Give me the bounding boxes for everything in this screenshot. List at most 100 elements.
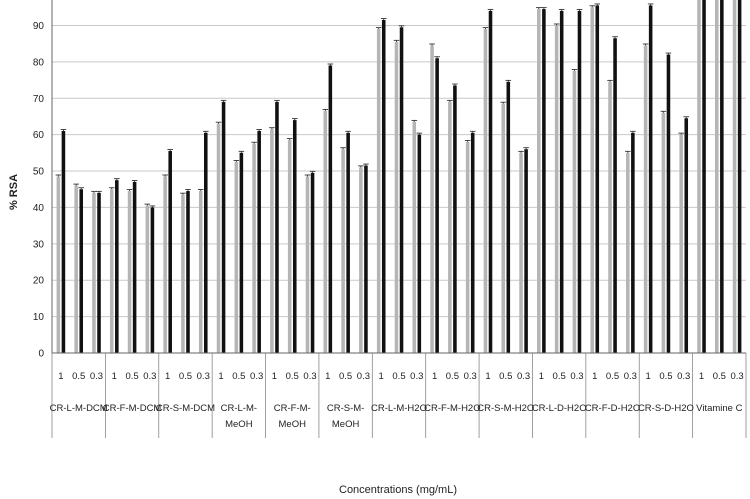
bar: [186, 191, 190, 353]
bar: [359, 167, 363, 353]
x-tick-label: 1: [379, 371, 384, 382]
bar: [519, 152, 523, 353]
y-tick-label: 40: [33, 203, 45, 214]
bar: [257, 131, 261, 353]
bar: [328, 65, 333, 353]
bar: [198, 191, 203, 353]
category-label: MeOH: [225, 419, 253, 430]
x-tick-label: 1: [592, 371, 597, 382]
x-tick-label: 1: [218, 371, 223, 382]
bar: [684, 118, 689, 353]
x-tick-label: 0.3: [677, 371, 690, 382]
bar: [252, 143, 256, 353]
bar: [453, 85, 457, 353]
category-label: CR-L-M-DCM: [50, 403, 108, 414]
bar: [145, 205, 150, 353]
bar: [127, 191, 132, 353]
bar: [56, 176, 61, 353]
x-tick-label: 0.3: [143, 371, 156, 382]
bar: [631, 132, 635, 353]
x-tick-label: 0.3: [624, 371, 637, 382]
bar: [697, 0, 701, 353]
y-tick-label: 20: [33, 276, 45, 287]
bar: [435, 58, 439, 353]
category-label: CR-S-M-H2O: [477, 403, 534, 414]
bar: [595, 5, 600, 353]
x-tick-label: 0.5: [499, 371, 512, 382]
x-tick-label: 0.3: [250, 371, 263, 382]
bar: [412, 121, 417, 353]
bar: [626, 152, 630, 353]
y-tick-label: 80: [33, 57, 45, 68]
bar: [97, 192, 101, 353]
category-label: MeOH: [279, 419, 307, 430]
category-label: CR-S-M-DCM: [156, 403, 215, 414]
bar: [537, 9, 541, 354]
bar: [150, 207, 155, 353]
bar: [275, 101, 279, 353]
category-label: CR-L-D-H2O: [532, 403, 587, 414]
bar: [590, 7, 594, 353]
x-tick-label: 0.5: [392, 371, 405, 382]
bar: [448, 101, 452, 353]
x-tick-label: 0.3: [357, 371, 370, 382]
x-tick-label: 1: [165, 371, 170, 382]
bar: [168, 151, 172, 353]
bar: [132, 181, 137, 353]
bar: [115, 180, 119, 353]
x-tick-label: 1: [699, 371, 704, 382]
bar: [666, 54, 671, 354]
bar: [74, 185, 78, 353]
x-tick-label: 0.5: [72, 371, 85, 382]
bar: [643, 45, 648, 354]
category-label: CR-S-D-H2O: [638, 403, 694, 414]
x-tick-label: 0.3: [410, 371, 423, 382]
bar: [341, 149, 345, 353]
bar: [554, 25, 559, 354]
x-tick-label: 1: [112, 371, 117, 382]
bar: [163, 176, 167, 353]
bars-layer: [55, 0, 742, 354]
x-tick-label: 0.5: [125, 371, 138, 382]
bar: [572, 70, 577, 353]
x-tick-label: 0.5: [553, 371, 566, 382]
category-label: CR-L-M-: [221, 403, 257, 414]
bar: [79, 189, 84, 353]
bar: [109, 189, 114, 353]
category-label: CR-F-M-H2O: [424, 403, 480, 414]
bar: [417, 134, 422, 353]
bar: [287, 140, 292, 353]
x-tick-label: 1: [645, 371, 650, 382]
bar: [381, 20, 386, 353]
bar: [221, 101, 226, 353]
bar: [577, 10, 582, 354]
bar: [483, 29, 488, 353]
bar: [506, 81, 511, 354]
bar: [399, 27, 404, 353]
x-tick-label: 0.3: [570, 371, 583, 382]
bar: [61, 131, 66, 353]
x-tick-label: 0.5: [659, 371, 672, 382]
bar: [376, 29, 381, 353]
category-labels: 1 0.5 0.3 CR-L-M-DCM 1 0.5 0.3 CR-F-M-DCM 1 0.5 0.…: [50, 371, 744, 430]
x-tick-label: 0.3: [303, 371, 316, 382]
bar: [702, 0, 706, 353]
x-tick-label: 1: [325, 371, 330, 382]
y-tick-label: 70: [33, 94, 45, 105]
bar: [737, 0, 742, 353]
x-tick-label: 0.5: [446, 371, 459, 382]
gridlines: [52, 24, 746, 354]
bar: [488, 10, 493, 354]
bar: [613, 38, 617, 354]
x-tick-label: 1: [58, 371, 63, 382]
bar: [204, 132, 208, 353]
bar: [559, 10, 564, 354]
category-label: MeOH: [332, 419, 360, 430]
bar: [732, 0, 737, 353]
x-tick-label: 1: [272, 371, 277, 382]
bar: [465, 141, 470, 353]
category-label: CR-F-M-DCM: [103, 403, 162, 414]
bar: [292, 120, 297, 354]
bar: [346, 132, 350, 353]
